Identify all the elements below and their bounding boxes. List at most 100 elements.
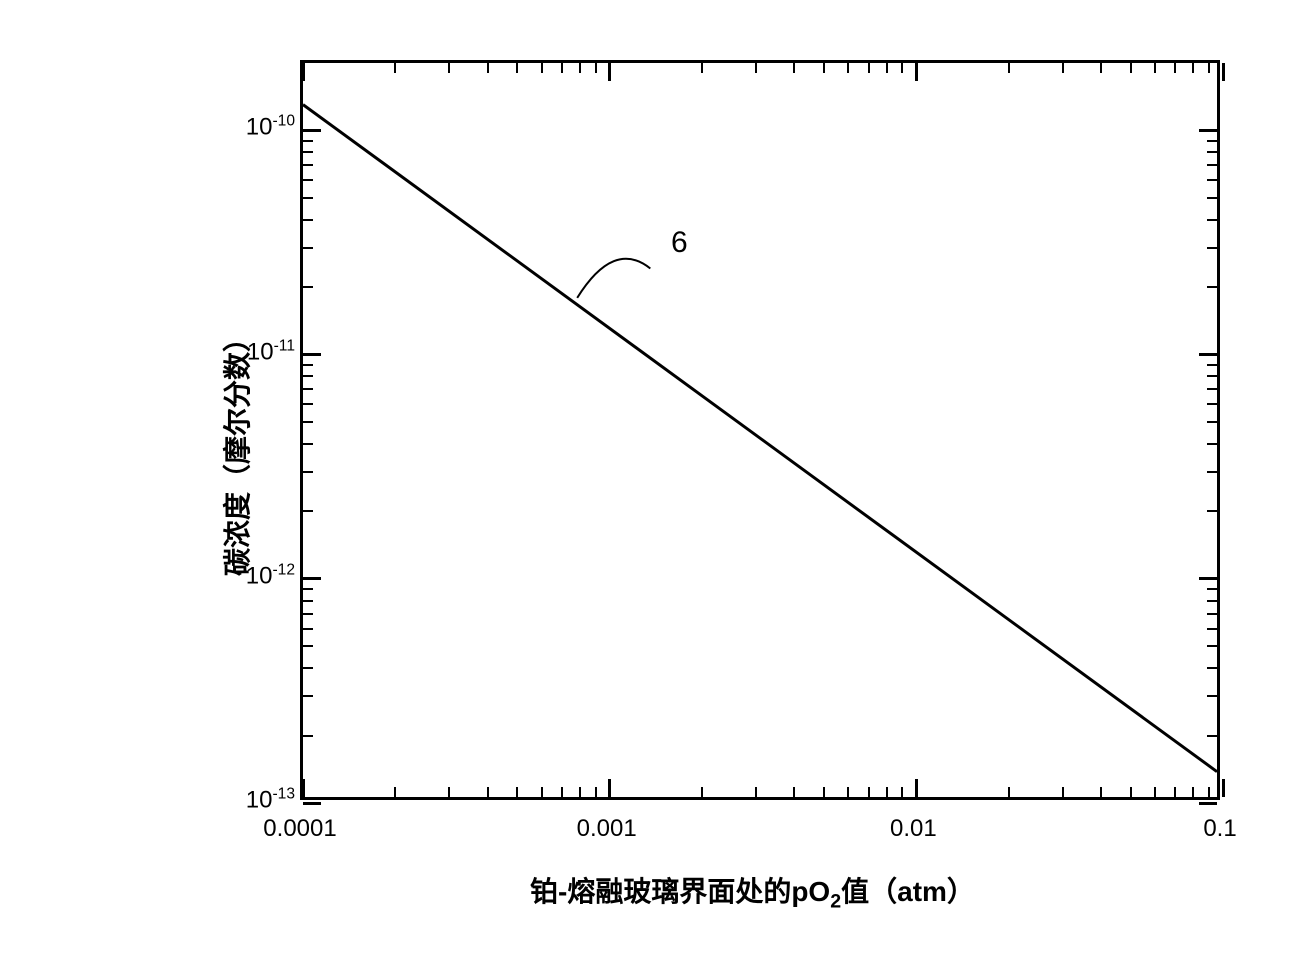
data-line-svg <box>303 63 1217 797</box>
x-minor-tick <box>823 63 825 73</box>
x-minor-tick <box>901 787 903 797</box>
x-minor-tick <box>793 63 795 73</box>
x-minor-tick <box>1192 63 1194 73</box>
x-minor-tick <box>701 63 703 73</box>
y-minor-tick <box>303 164 313 166</box>
x-major-tick <box>608 779 611 797</box>
x-minor-tick <box>1100 787 1102 797</box>
x-minor-tick <box>1154 787 1156 797</box>
y-minor-tick <box>303 421 313 423</box>
x-axis-label: 铂-熔融玻璃界面处的pO2值（atm） <box>530 870 975 914</box>
x-minor-tick <box>755 63 757 73</box>
x-minor-tick <box>487 787 489 797</box>
y-minor-tick <box>1207 735 1217 737</box>
y-major-tick <box>1199 353 1217 356</box>
y-major-tick <box>1199 129 1217 132</box>
y-minor-tick <box>303 443 313 445</box>
x-major-tick <box>915 63 918 81</box>
x-minor-tick <box>823 787 825 797</box>
x-major-tick <box>915 779 918 797</box>
y-minor-tick <box>303 247 313 249</box>
y-minor-tick <box>303 219 313 221</box>
x-minor-tick <box>487 63 489 73</box>
y-minor-tick <box>1207 600 1217 602</box>
y-minor-tick <box>1207 388 1217 390</box>
y-minor-tick <box>303 613 313 615</box>
y-minor-tick <box>1207 140 1217 142</box>
x-minor-tick <box>1174 63 1176 73</box>
y-major-tick <box>303 802 321 805</box>
y-minor-tick <box>303 735 313 737</box>
y-minor-tick <box>1207 403 1217 405</box>
y-minor-tick <box>1207 695 1217 697</box>
y-minor-tick <box>1207 375 1217 377</box>
y-minor-tick <box>1207 628 1217 630</box>
plot-area: 6 <box>300 60 1220 800</box>
y-minor-tick <box>303 600 313 602</box>
y-minor-tick <box>1207 219 1217 221</box>
x-minor-tick <box>448 63 450 73</box>
x-major-tick <box>302 779 305 797</box>
y-tick-label: 10-12 <box>246 561 295 590</box>
x-minor-tick <box>541 63 543 73</box>
x-minor-tick <box>886 787 888 797</box>
x-minor-tick <box>886 63 888 73</box>
series-label: 6 <box>671 226 688 260</box>
y-minor-tick <box>1207 421 1217 423</box>
y-tick-label: 10-13 <box>246 786 295 815</box>
x-minor-tick <box>1062 63 1064 73</box>
y-minor-tick <box>303 388 313 390</box>
y-minor-tick <box>303 645 313 647</box>
y-minor-tick <box>303 695 313 697</box>
x-minor-tick <box>1192 787 1194 797</box>
x-minor-tick <box>1130 63 1132 73</box>
x-major-tick <box>1222 63 1225 81</box>
x-tick-label: 0.1 <box>1203 815 1236 843</box>
x-minor-tick <box>847 787 849 797</box>
series-line <box>303 105 1217 772</box>
x-minor-tick <box>701 787 703 797</box>
y-major-tick <box>1199 577 1217 580</box>
y-minor-tick <box>303 179 313 181</box>
x-major-tick <box>302 63 305 81</box>
y-minor-tick <box>303 286 313 288</box>
y-minor-tick <box>1207 443 1217 445</box>
x-minor-tick <box>394 787 396 797</box>
y-minor-tick <box>1207 197 1217 199</box>
x-tick-label: 0.01 <box>890 815 937 843</box>
y-minor-tick <box>303 140 313 142</box>
x-minor-tick <box>1174 787 1176 797</box>
y-minor-tick <box>303 403 313 405</box>
x-label-text-1: 铂-熔融玻璃界面处的pO <box>530 876 830 907</box>
x-minor-tick <box>847 63 849 73</box>
x-minor-tick <box>561 787 563 797</box>
x-minor-tick <box>755 787 757 797</box>
y-minor-tick <box>303 588 313 590</box>
y-major-tick <box>303 129 321 132</box>
x-minor-tick <box>1008 787 1010 797</box>
y-minor-tick <box>1207 588 1217 590</box>
y-minor-tick <box>303 364 313 366</box>
x-minor-tick <box>579 63 581 73</box>
x-minor-tick <box>595 63 597 73</box>
x-minor-tick <box>595 787 597 797</box>
x-minor-tick <box>516 787 518 797</box>
y-minor-tick <box>303 667 313 669</box>
x-label-subscript: 2 <box>830 891 841 913</box>
x-minor-tick <box>541 787 543 797</box>
y-minor-tick <box>1207 645 1217 647</box>
y-major-tick <box>1199 802 1217 805</box>
y-minor-tick <box>303 471 313 473</box>
y-minor-tick <box>1207 179 1217 181</box>
x-minor-tick <box>901 63 903 73</box>
y-minor-tick <box>1207 164 1217 166</box>
chart-container: 碳浓度（摩尔分数） 铂-熔融玻璃界面处的pO2值（atm） 6 10-1310-… <box>80 20 1280 920</box>
y-minor-tick <box>1207 151 1217 153</box>
y-minor-tick <box>303 628 313 630</box>
y-minor-tick <box>303 151 313 153</box>
x-major-tick <box>1222 779 1225 797</box>
x-minor-tick <box>793 787 795 797</box>
y-tick-label: 10-10 <box>246 113 295 142</box>
x-minor-tick <box>1062 787 1064 797</box>
x-minor-tick <box>579 787 581 797</box>
